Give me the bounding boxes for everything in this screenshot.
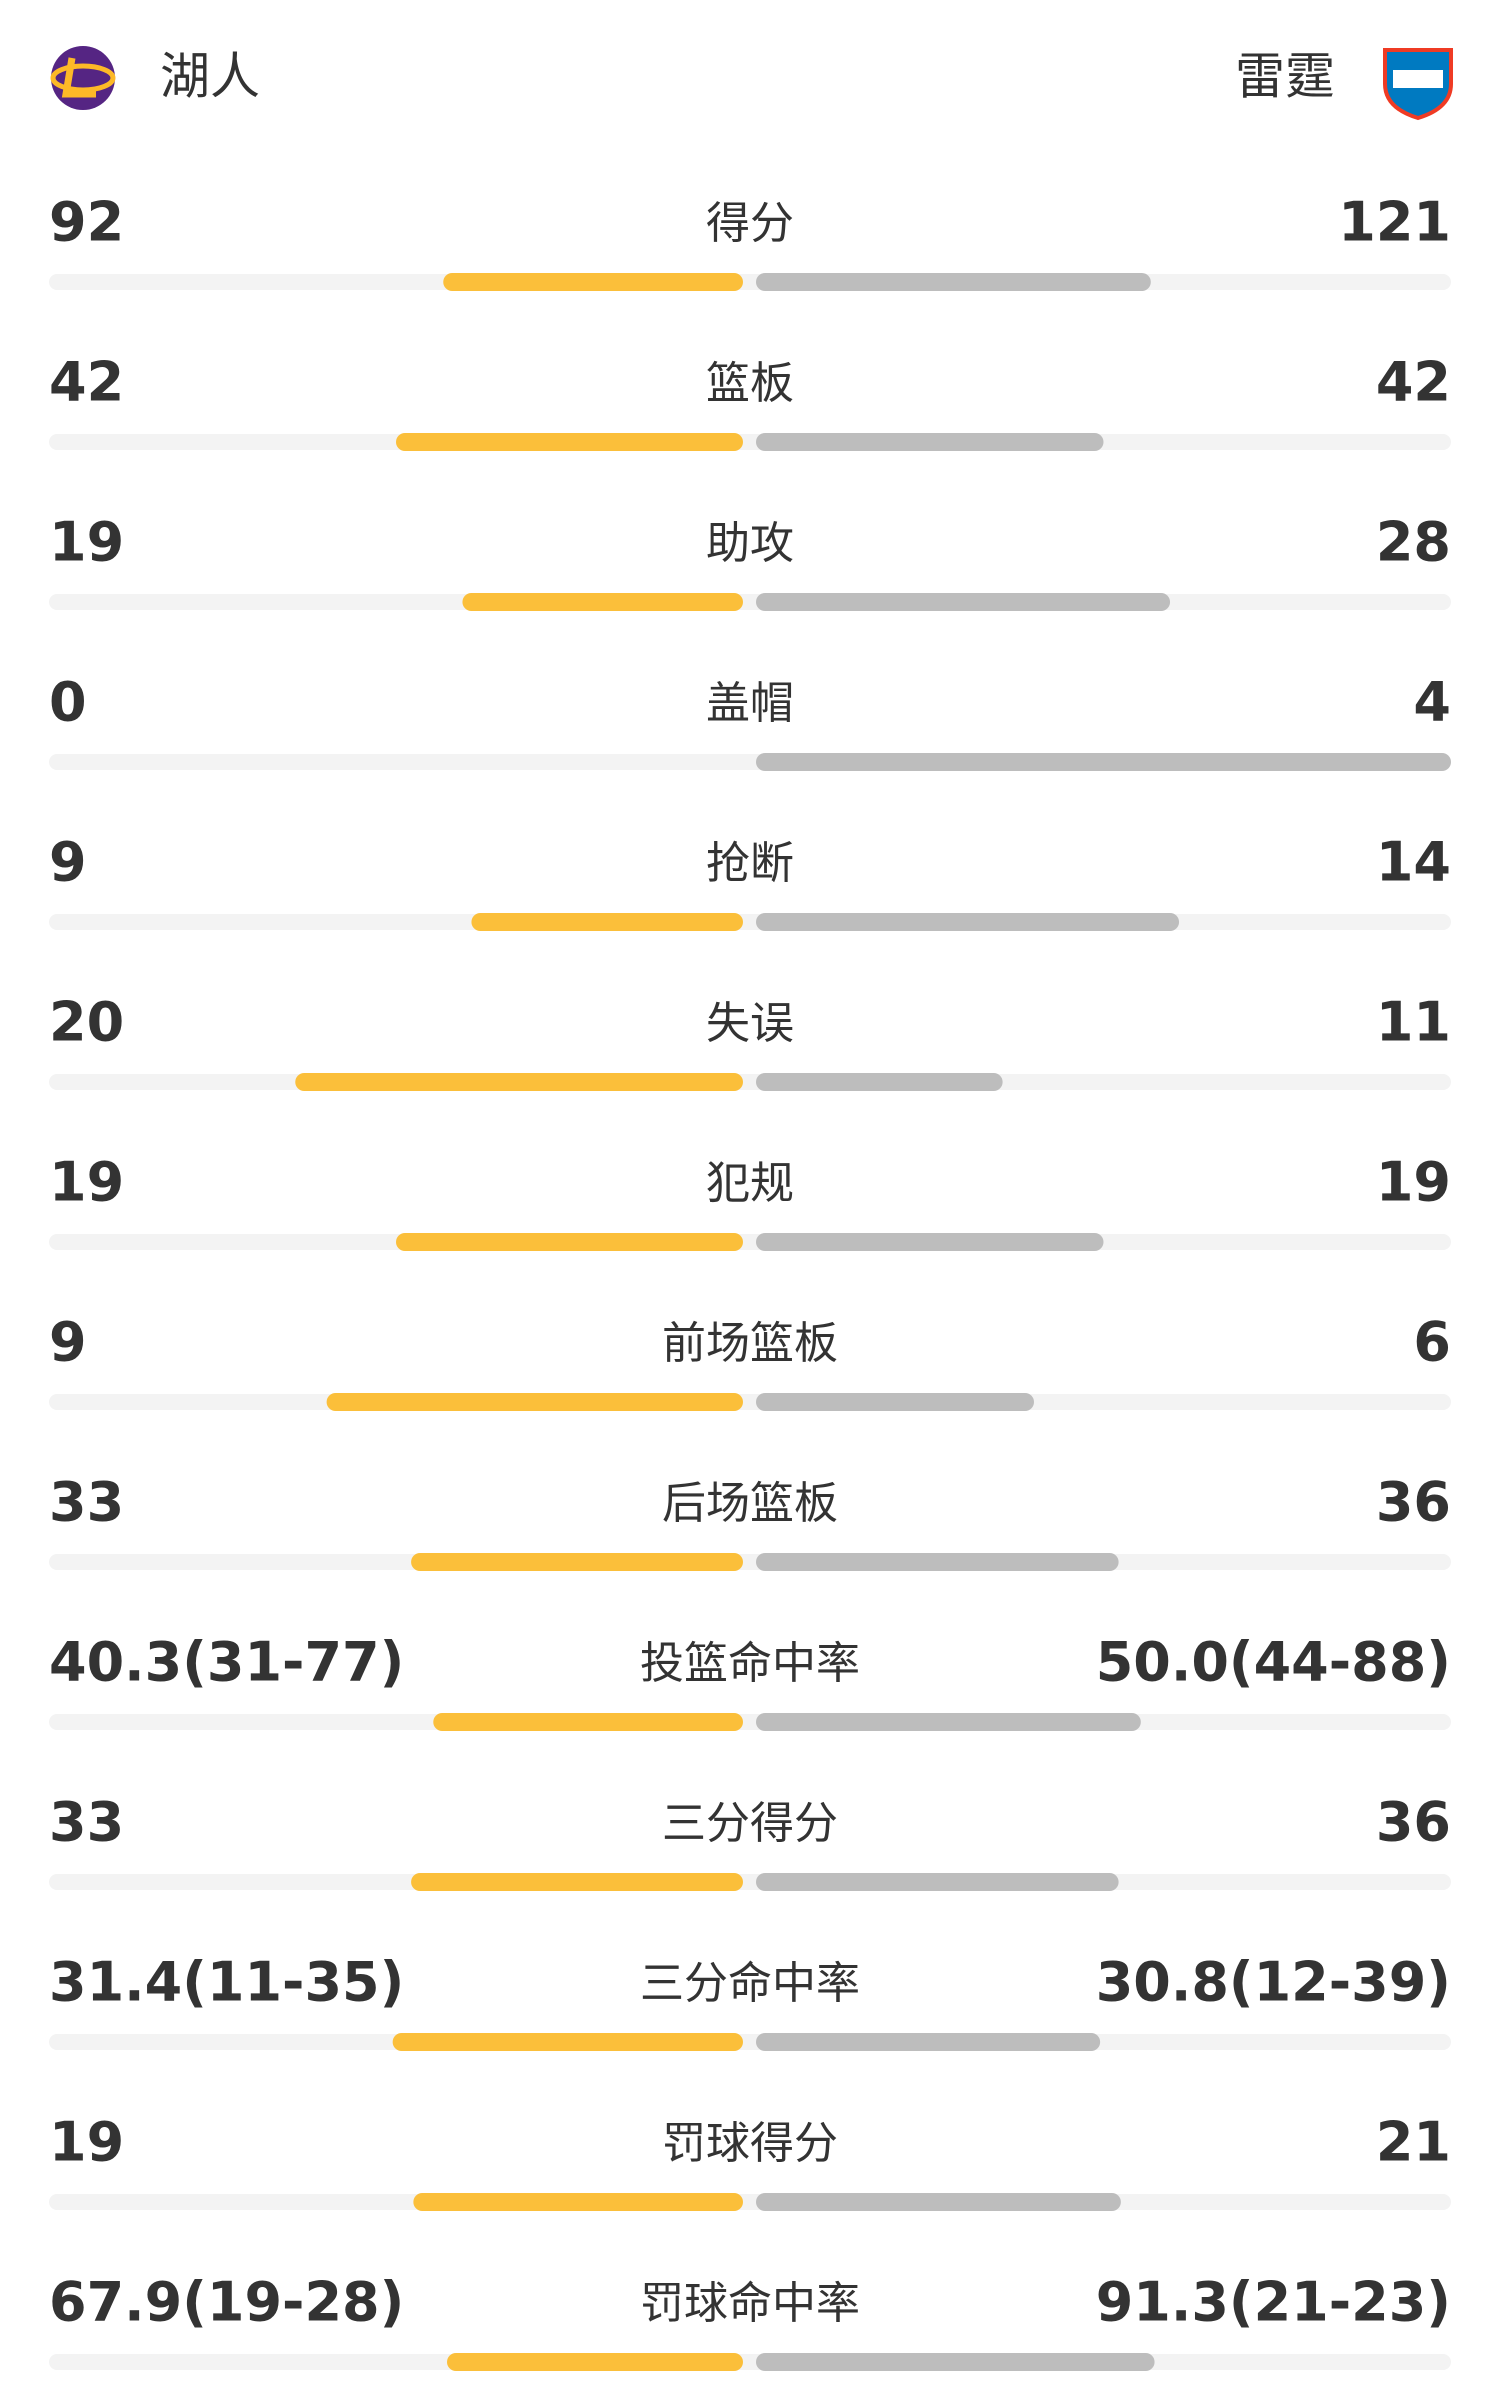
away-value: 121 [1338,191,1451,254]
home-value: 19 [49,2111,124,2174]
stat-label: 得分 [706,198,794,249]
bar-track [49,1074,1451,1090]
stat-label: 三分命中率 [640,1958,860,2009]
stat-label: 罚球得分 [662,2118,838,2169]
away-value: 91.3(21-23) [1096,2271,1451,2334]
home-value: 31.4(11-35) [49,1951,404,2014]
stat-label: 投篮命中率 [640,1638,860,1689]
home-bar [447,2353,743,2371]
away-bar [756,2033,1101,2051]
away-bar [756,593,1171,611]
away-bar [756,753,1451,771]
away-value: 11 [1376,991,1451,1054]
away-value: 14 [1376,831,1451,894]
bar-track [49,434,1451,450]
away-bar [756,1233,1104,1251]
bar-track [49,1714,1451,1730]
away-bar [756,913,1180,931]
bar-track [49,914,1451,930]
bar-track [49,1234,1451,1250]
home-value: 9 [49,831,87,894]
home-value: 33 [49,1471,124,1534]
away-bar [756,1553,1119,1571]
home-bar [413,2193,743,2211]
home-bar [411,1873,743,1891]
stat-label: 犯规 [706,1158,794,1209]
away-value: 42 [1376,351,1451,414]
away-bar [756,1713,1141,1731]
away-bar [756,433,1104,451]
away-bar [756,1073,1003,1091]
stat-label: 后场篮板 [662,1478,838,1529]
away-value: 21 [1376,2111,1451,2174]
home-team: 湖人 [160,48,260,106]
home-value: 0 [49,671,87,734]
away-value: 6 [1413,1311,1451,1374]
home-bar [326,1393,743,1411]
home-bar [443,273,743,291]
stat-label: 罚球命中率 [640,2278,860,2329]
home-bar [433,1713,743,1731]
home-logo [50,46,116,110]
home-bar [396,1233,743,1251]
home-value: 19 [49,1151,124,1214]
away-value: 19 [1376,1151,1451,1214]
away-value: 50.0(44-88) [1096,1631,1451,1694]
stat-label: 三分得分 [662,1798,838,1849]
bar-track [49,1394,1451,1410]
bar-track [49,2354,1451,2370]
stat-label: 助攻 [706,518,794,569]
home-bar [295,1073,743,1091]
home-value: 33 [49,1791,124,1854]
stat-label: 失误 [706,998,794,1049]
home-value: 92 [49,191,124,254]
home-bar [411,1553,743,1571]
bar-track [49,594,1451,610]
away-bar [756,1873,1119,1891]
bar-track [49,2194,1451,2210]
home-bar [471,913,743,931]
away-team: 雷霆 [1235,48,1335,106]
home-value: 20 [49,991,124,1054]
stat-label: 篮板 [706,358,794,409]
away-value: 30.8(12-39) [1096,1951,1451,2014]
home-bar [462,593,743,611]
away-bar [756,2353,1155,2371]
stat-label: 抢断 [706,838,794,889]
stat-label: 前场篮板 [662,1318,838,1369]
away-value: 36 [1376,1791,1451,1854]
away-bar [756,273,1151,291]
away-logo [1383,48,1453,121]
home-value: 19 [49,511,124,574]
away-value: 36 [1376,1471,1451,1534]
away-value: 28 [1376,511,1451,574]
away-bar [756,1393,1034,1411]
stat-label: 盖帽 [706,678,794,729]
bar-track [49,1554,1451,1570]
away-bar [756,2193,1121,2211]
home-value: 9 [49,1311,87,1374]
bar-track [49,274,1451,290]
bar-track [49,1874,1451,1890]
bar-track [49,2034,1451,2050]
home-bar [396,433,743,451]
home-value: 42 [49,351,124,414]
home-bar [392,2033,743,2051]
home-value: 67.9(19-28) [49,2271,404,2334]
home-value: 40.3(31-77) [49,1631,404,1694]
away-value: 4 [1413,671,1451,734]
